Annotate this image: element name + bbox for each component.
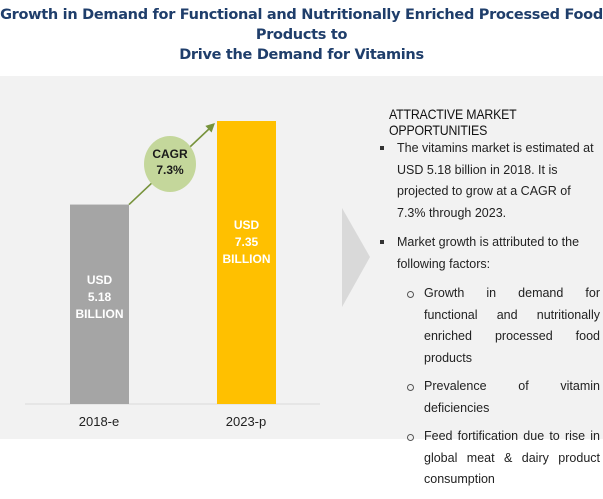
bar-data-label-line: USD	[86, 273, 113, 287]
square-bullet-icon	[380, 240, 384, 244]
title-line-1: Growth in Demand for Functional and Nutr…	[0, 7, 603, 43]
bar-chart	[25, 121, 370, 405]
cagr-badge: CAGR 7.3%	[144, 136, 196, 192]
bullet-text: Market growth is attributed to the follo…	[397, 235, 580, 271]
factor-text: Growth in demand for functional and nutr…	[424, 286, 600, 365]
bar-data-label: USD 5.18 BILLION	[70, 272, 130, 323]
bullet-text: The vitamins market is estimated at USD …	[397, 141, 594, 220]
factor-item: Growth in demand for functional and nutr…	[397, 283, 600, 369]
square-bullet-icon	[380, 146, 384, 150]
cagr-label: CAGR	[152, 147, 188, 161]
bar-data-label-line: 7.35	[234, 235, 259, 249]
opportunities-heading: ATTRACTIVE MARKET OPPORTUNITIES	[389, 106, 517, 138]
circle-bullet-icon	[407, 434, 414, 441]
bar-2018-e	[70, 204, 129, 404]
bar-data-label-line: 5.18	[87, 290, 112, 304]
cagr-value: 7.3%	[156, 163, 184, 177]
factor-text: Feed fortification due to rise in global…	[424, 429, 600, 486]
circle-bullet-icon	[407, 384, 414, 391]
bar-data-label-line: BILLION	[222, 252, 271, 266]
circle-bullet-icon	[407, 291, 414, 298]
bar-data-label: USD 7.35 BILLION	[217, 217, 277, 268]
factors-list: Growth in demand for functional and nutr…	[397, 283, 600, 491]
factor-item: Feed fortification due to rise in global…	[397, 426, 600, 491]
opportunity-bullet: The vitamins market is estimated at USD …	[378, 138, 600, 224]
bar-data-label-line: BILLION	[75, 307, 124, 321]
bar-2023-p	[217, 121, 276, 404]
cagr-arrowhead-icon	[205, 123, 215, 133]
factor-text: Prevalence of vitamin deficiencies	[424, 379, 600, 415]
x-tick-label-2018: 2018-e	[78, 414, 120, 429]
chevron-right-icon	[342, 208, 370, 307]
title-line-2: Drive the Demand for Vitamins	[179, 47, 424, 63]
factor-item: Prevalence of vitamin deficiencies	[397, 376, 600, 419]
x-tick-label-2023: 2023-p	[225, 414, 267, 429]
opportunity-bullet: Market growth is attributed to the follo…	[378, 232, 600, 491]
opportunities-list: The vitamins market is estimated at USD …	[378, 138, 600, 499]
bar-data-label-line: USD	[233, 218, 260, 232]
page-title: Growth in Demand for Functional and Nutr…	[0, 5, 603, 65]
